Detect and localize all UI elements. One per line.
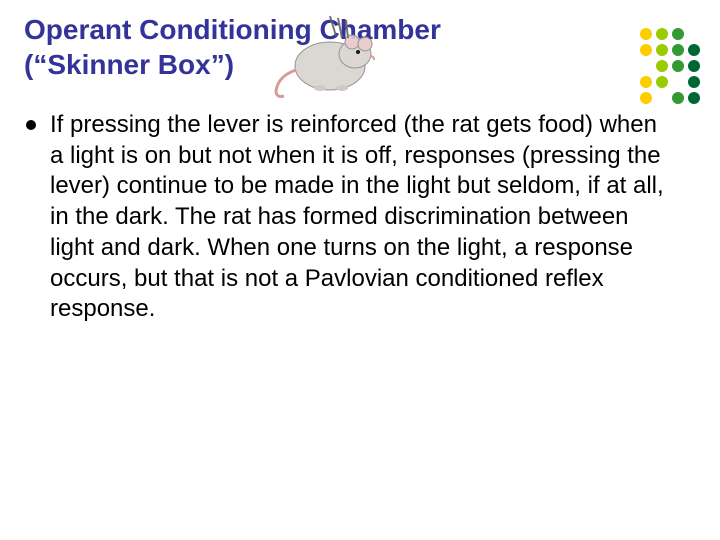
dot-icon [672,28,684,40]
body-text: If pressing the lever is reinforced (the… [50,110,670,325]
slide-container: Operant Conditioning Chamber (“Skinner B… [0,0,720,540]
dot-icon [656,44,668,56]
title-line-2: (“Skinner Box”) [24,49,234,80]
dot-icon [688,44,700,56]
dot-icon [656,28,668,40]
dot-icon [672,92,684,104]
dot-icon [640,76,652,88]
dot-icon [640,44,652,56]
dot-icon [672,44,684,56]
dot-icon [672,60,684,72]
decorative-dots-grid [640,28,702,106]
dot-icon [656,60,668,72]
dot-icon [688,76,700,88]
dot-icon [640,92,652,104]
rat-icon [270,6,390,101]
dot-icon [688,60,700,72]
dot-icon [656,76,668,88]
body-row: If pressing the lever is reinforced (the… [24,110,696,325]
dot-icon [640,28,652,40]
dot-icon [688,92,700,104]
bullet-icon [26,120,36,130]
